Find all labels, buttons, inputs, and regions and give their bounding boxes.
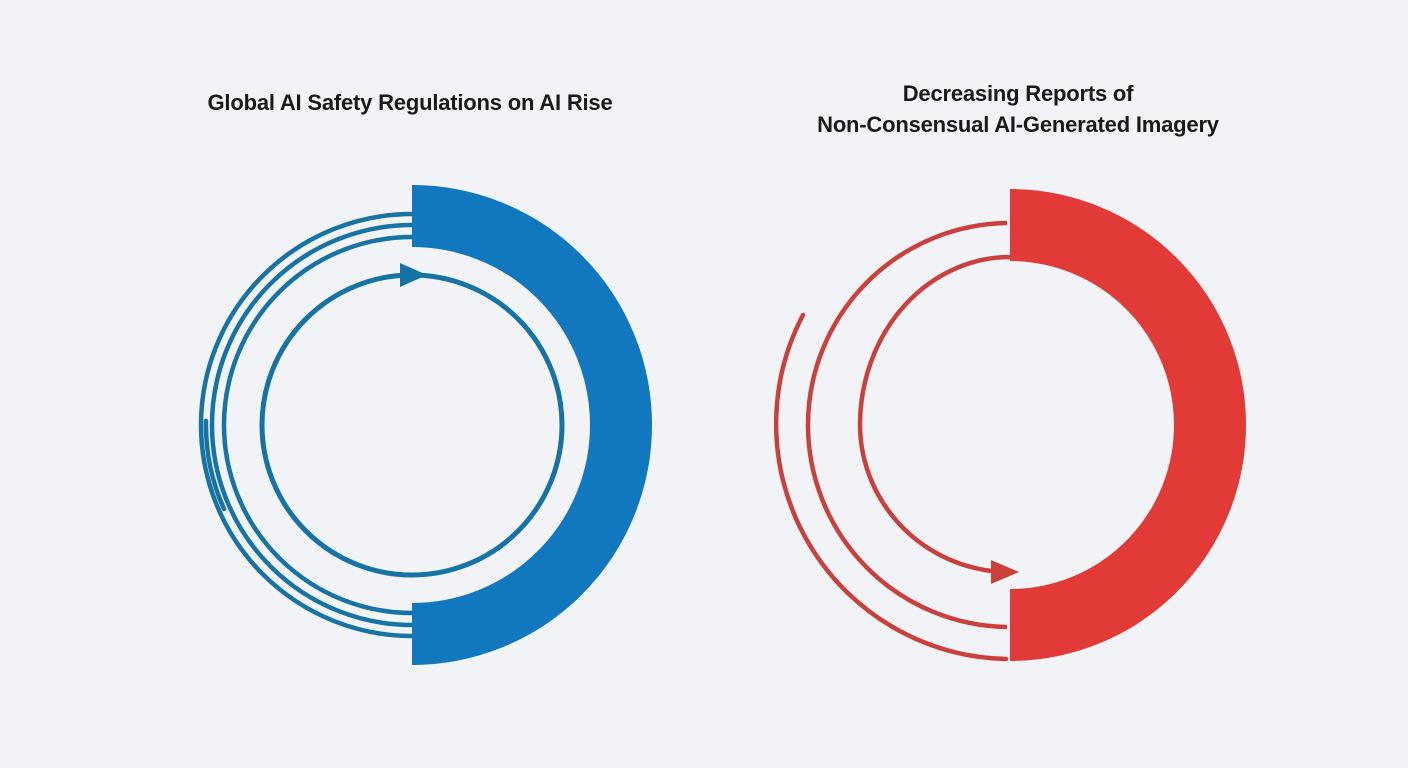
figure-title-left: Global AI Safety Regulations on AI Rise [130, 90, 690, 116]
title-line: Non-Consensual AI-Generated Imagery [817, 112, 1219, 137]
arrow-arc [857, 254, 1013, 574]
thin-arc-middle [209, 222, 413, 628]
thin-arc-open-outer [773, 312, 1009, 662]
clockwise-arrowhead-icon [991, 560, 1019, 584]
thin-arc-outer [198, 211, 413, 639]
title-line: Global AI Safety Regulations on AI Rise [207, 90, 613, 115]
title-line: Decreasing Reports of [902, 81, 1134, 106]
clockwise-arrowhead-icon [400, 263, 427, 287]
ring-diagram-blue [198, 185, 653, 665]
figure-title-right: Decreasing Reports of Non-Consensual AI-… [738, 78, 1298, 140]
thin-arc-short-segment [203, 418, 227, 512]
ring-diagram-red [773, 189, 1247, 662]
thin-arc-inner [221, 234, 413, 616]
inner-arrow-circle [259, 272, 565, 578]
thick-half-ring [1009, 189, 1247, 661]
thick-half-ring [411, 185, 653, 665]
thin-arc-middle [805, 220, 1008, 630]
